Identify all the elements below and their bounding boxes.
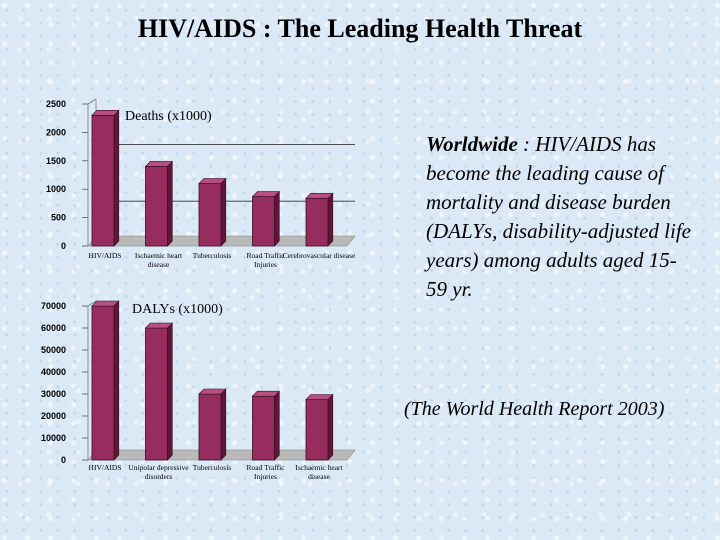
y-tick-label: 30000 (41, 389, 66, 399)
body-text-lead: Worldwide (426, 132, 518, 156)
y-tick-label: 10000 (41, 433, 66, 443)
bar (305, 399, 329, 461)
chart-title: Deaths (x1000) (125, 109, 212, 124)
x-tick-label: Unipolar depressive disorders (128, 463, 189, 481)
citation: (The World Health Report 2003) (404, 398, 665, 420)
y-tick-label: 2500 (46, 99, 66, 109)
deaths-chart-group: 0 500 1000 1500 2000 2500 HIV/AIDS Ischaemic he… (46, 98, 356, 269)
bar-top (91, 110, 120, 116)
body-text-rest: : HIV/AIDS has become the leading cause … (426, 132, 691, 301)
chart-title: DALYs (x1000) (132, 302, 223, 317)
bar-side (113, 300, 120, 461)
y-tick-label: 1500 (46, 156, 66, 166)
x-tick-label: HIV/AIDS (89, 463, 122, 472)
x-tick-label: Ischaemic heart disease (295, 463, 343, 481)
x-tick-label: Road Traffic Injuries (247, 251, 286, 269)
bar-top (305, 192, 334, 199)
x-tick-label: Cerebrovascular disease (283, 251, 356, 260)
bar (252, 196, 275, 247)
bar-side (167, 160, 173, 247)
bar-side (274, 390, 280, 461)
x-tick-label: HIV/AIDS (89, 251, 122, 260)
x-tick-label: Tuberculosis (193, 251, 232, 260)
bar-top (144, 161, 174, 167)
y-tick-label: 70000 (41, 301, 66, 311)
y-tick-label: 0 (61, 455, 66, 465)
x-tick-label: Ischaemic heart disease (135, 251, 183, 269)
bar-side (220, 388, 227, 461)
y-tick-label: 2000 (46, 127, 66, 137)
bar (305, 197, 329, 247)
y-tick-label: 50000 (41, 345, 66, 355)
y-tick-label: 1000 (46, 184, 66, 194)
bar-top (198, 178, 227, 184)
bar-side (274, 190, 280, 247)
bar-top (144, 322, 174, 329)
bar-side (327, 192, 334, 247)
bar (252, 395, 275, 461)
slide-title: HIV/AIDS : The Leading Health Threat (137, 14, 583, 43)
y-tick-label: 20000 (41, 411, 66, 421)
bar-side (327, 393, 334, 461)
bar-top (305, 394, 334, 400)
y-tick-label: 500 (51, 213, 66, 223)
bar (145, 327, 168, 461)
x-tick-label: Tuberculosis (193, 463, 232, 472)
bar-side (113, 109, 120, 247)
bar (198, 393, 222, 461)
bar-side (167, 322, 173, 461)
x-tick-label: Road Traffic Injuries (247, 463, 286, 481)
bar-top (198, 388, 227, 395)
body-text: Worldwide : HIV/AIDS has become the lead… (426, 130, 696, 304)
y-tick-label: 40000 (41, 367, 66, 377)
bar-side (220, 177, 227, 247)
bar-top (251, 390, 281, 397)
bar-top (91, 300, 120, 307)
y-tick-label: 0 (61, 241, 66, 251)
bar (91, 114, 115, 247)
y-tick-label: 60000 (41, 323, 66, 333)
bar (198, 183, 222, 247)
dalys-chart-group: 0 10000 20000 30000 40000 50000 60000 70000 HIV/… (41, 300, 356, 481)
bar-top (251, 191, 281, 197)
bar (145, 166, 168, 247)
bar (91, 305, 115, 461)
